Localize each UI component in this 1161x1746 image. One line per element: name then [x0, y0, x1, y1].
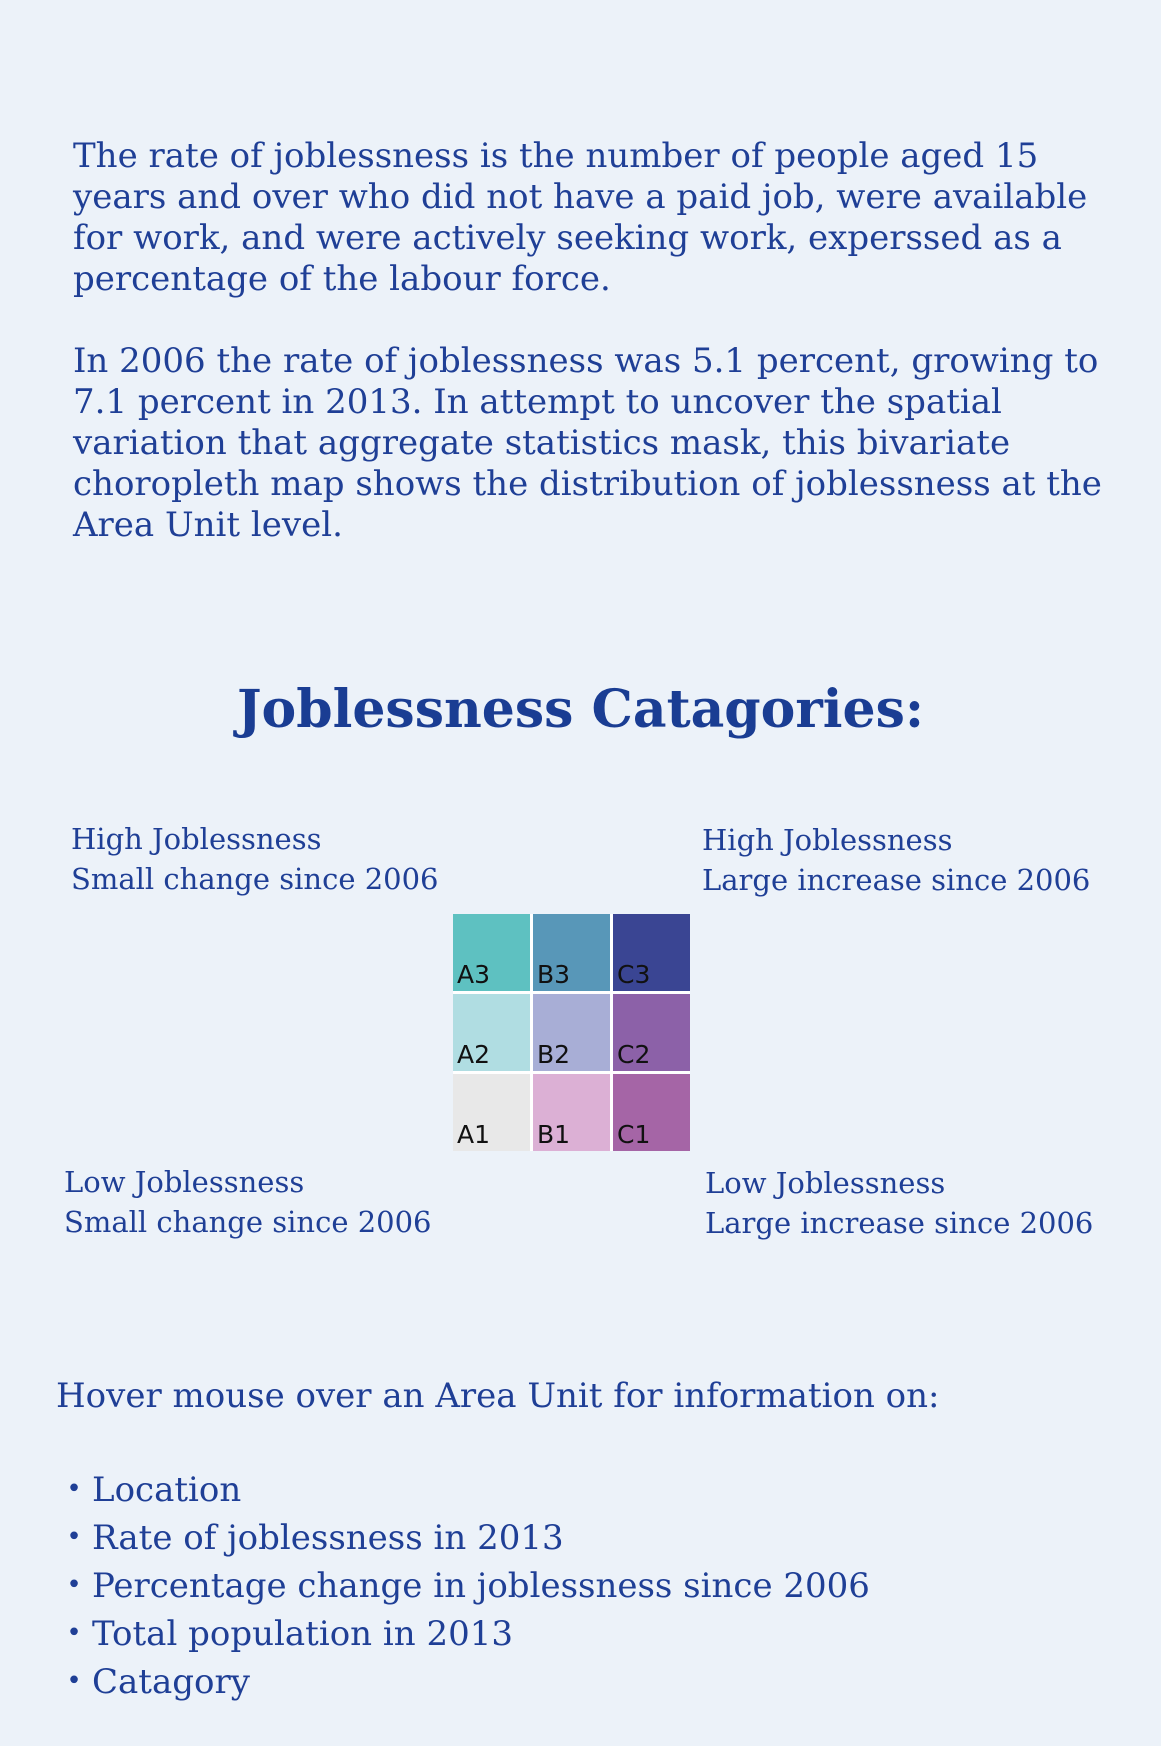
list-item: • Catagory: [56, 1658, 870, 1706]
legend-corner-top-right: High Joblessness Large increase since 20…: [702, 820, 1090, 900]
legend-cell-b1: B1: [533, 1074, 610, 1151]
corner-line-level: Low Joblessness: [64, 1165, 305, 1199]
hover-info-list: • Location • Rate of joblessness in 2013 •…: [56, 1466, 870, 1706]
legend-cell-c1: C1: [613, 1074, 690, 1151]
list-item-text: Rate of joblessness in 2013: [92, 1518, 564, 1558]
legend-cell-label: B1: [537, 1120, 571, 1149]
legend-cell-a3: A3: [453, 914, 530, 991]
list-item-text: Total population in 2013: [92, 1614, 513, 1654]
corner-line-level: Low Joblessness: [705, 1166, 946, 1200]
corner-line-change: Small change since 2006: [64, 1205, 432, 1239]
legend-cell-label: C3: [617, 960, 651, 989]
legend-corner-bottom-left: Low Joblessness Small change since 2006: [64, 1162, 432, 1242]
legend-cell-label: A2: [457, 1040, 491, 1069]
hover-instructions: Hover mouse over an Area Unit for inform…: [56, 1376, 940, 1416]
corner-line-change: Large increase since 2006: [705, 1206, 1094, 1240]
legend-cell-c3: C3: [613, 914, 690, 991]
list-item: • Total population in 2013: [56, 1610, 870, 1658]
intro-paragraph-definition: The rate of joblessness is the number of…: [73, 136, 1088, 299]
legend-cell-a1: A1: [453, 1074, 530, 1151]
legend-cell-c2: C2: [613, 994, 690, 1071]
list-item-text: Percentage change in joblessness since 2…: [92, 1566, 870, 1606]
legend-cell-a2: A2: [453, 994, 530, 1071]
list-item: • Rate of joblessness in 2013: [56, 1514, 870, 1562]
list-item-text: Catagory: [92, 1662, 250, 1702]
list-item: • Location: [56, 1466, 870, 1514]
legend-cell-label: B3: [537, 960, 571, 989]
list-item-text: Location: [92, 1470, 242, 1510]
legend-heading: Joblessness Catagories:: [236, 679, 925, 740]
legend-corner-bottom-right: Low Joblessness Large increase since 200…: [705, 1163, 1093, 1243]
legend-cell-label: A3: [457, 960, 491, 989]
intro-paragraph-summary: In 2006 the rate of joblessness was 5.1 …: [73, 341, 1102, 545]
corner-line-change: Small change since 2006: [71, 862, 439, 896]
bullet-icon: •: [66, 1666, 82, 1696]
bullet-icon: •: [66, 1570, 82, 1600]
legend-corner-top-left: High Joblessness Small change since 2006: [71, 819, 439, 899]
legend-cell-b2: B2: [533, 994, 610, 1071]
corner-line-level: High Joblessness: [702, 823, 953, 857]
list-item: • Percentage change in joblessness since …: [56, 1562, 870, 1610]
bullet-icon: •: [66, 1618, 82, 1648]
legend-cell-label: C1: [617, 1120, 651, 1149]
corner-line-level: High Joblessness: [71, 822, 322, 856]
bullet-icon: •: [66, 1474, 82, 1504]
legend-cell-b3: B3: [533, 914, 610, 991]
bullet-icon: •: [66, 1522, 82, 1552]
legend-cell-label: A1: [457, 1120, 491, 1149]
legend-cell-label: C2: [617, 1040, 651, 1069]
bivariate-legend-grid: A3 B3 C3 A2 B2 C2 A1 B1 C1: [453, 914, 690, 1151]
legend-cell-label: B2: [537, 1040, 571, 1069]
corner-line-change: Large increase since 2006: [702, 863, 1091, 897]
